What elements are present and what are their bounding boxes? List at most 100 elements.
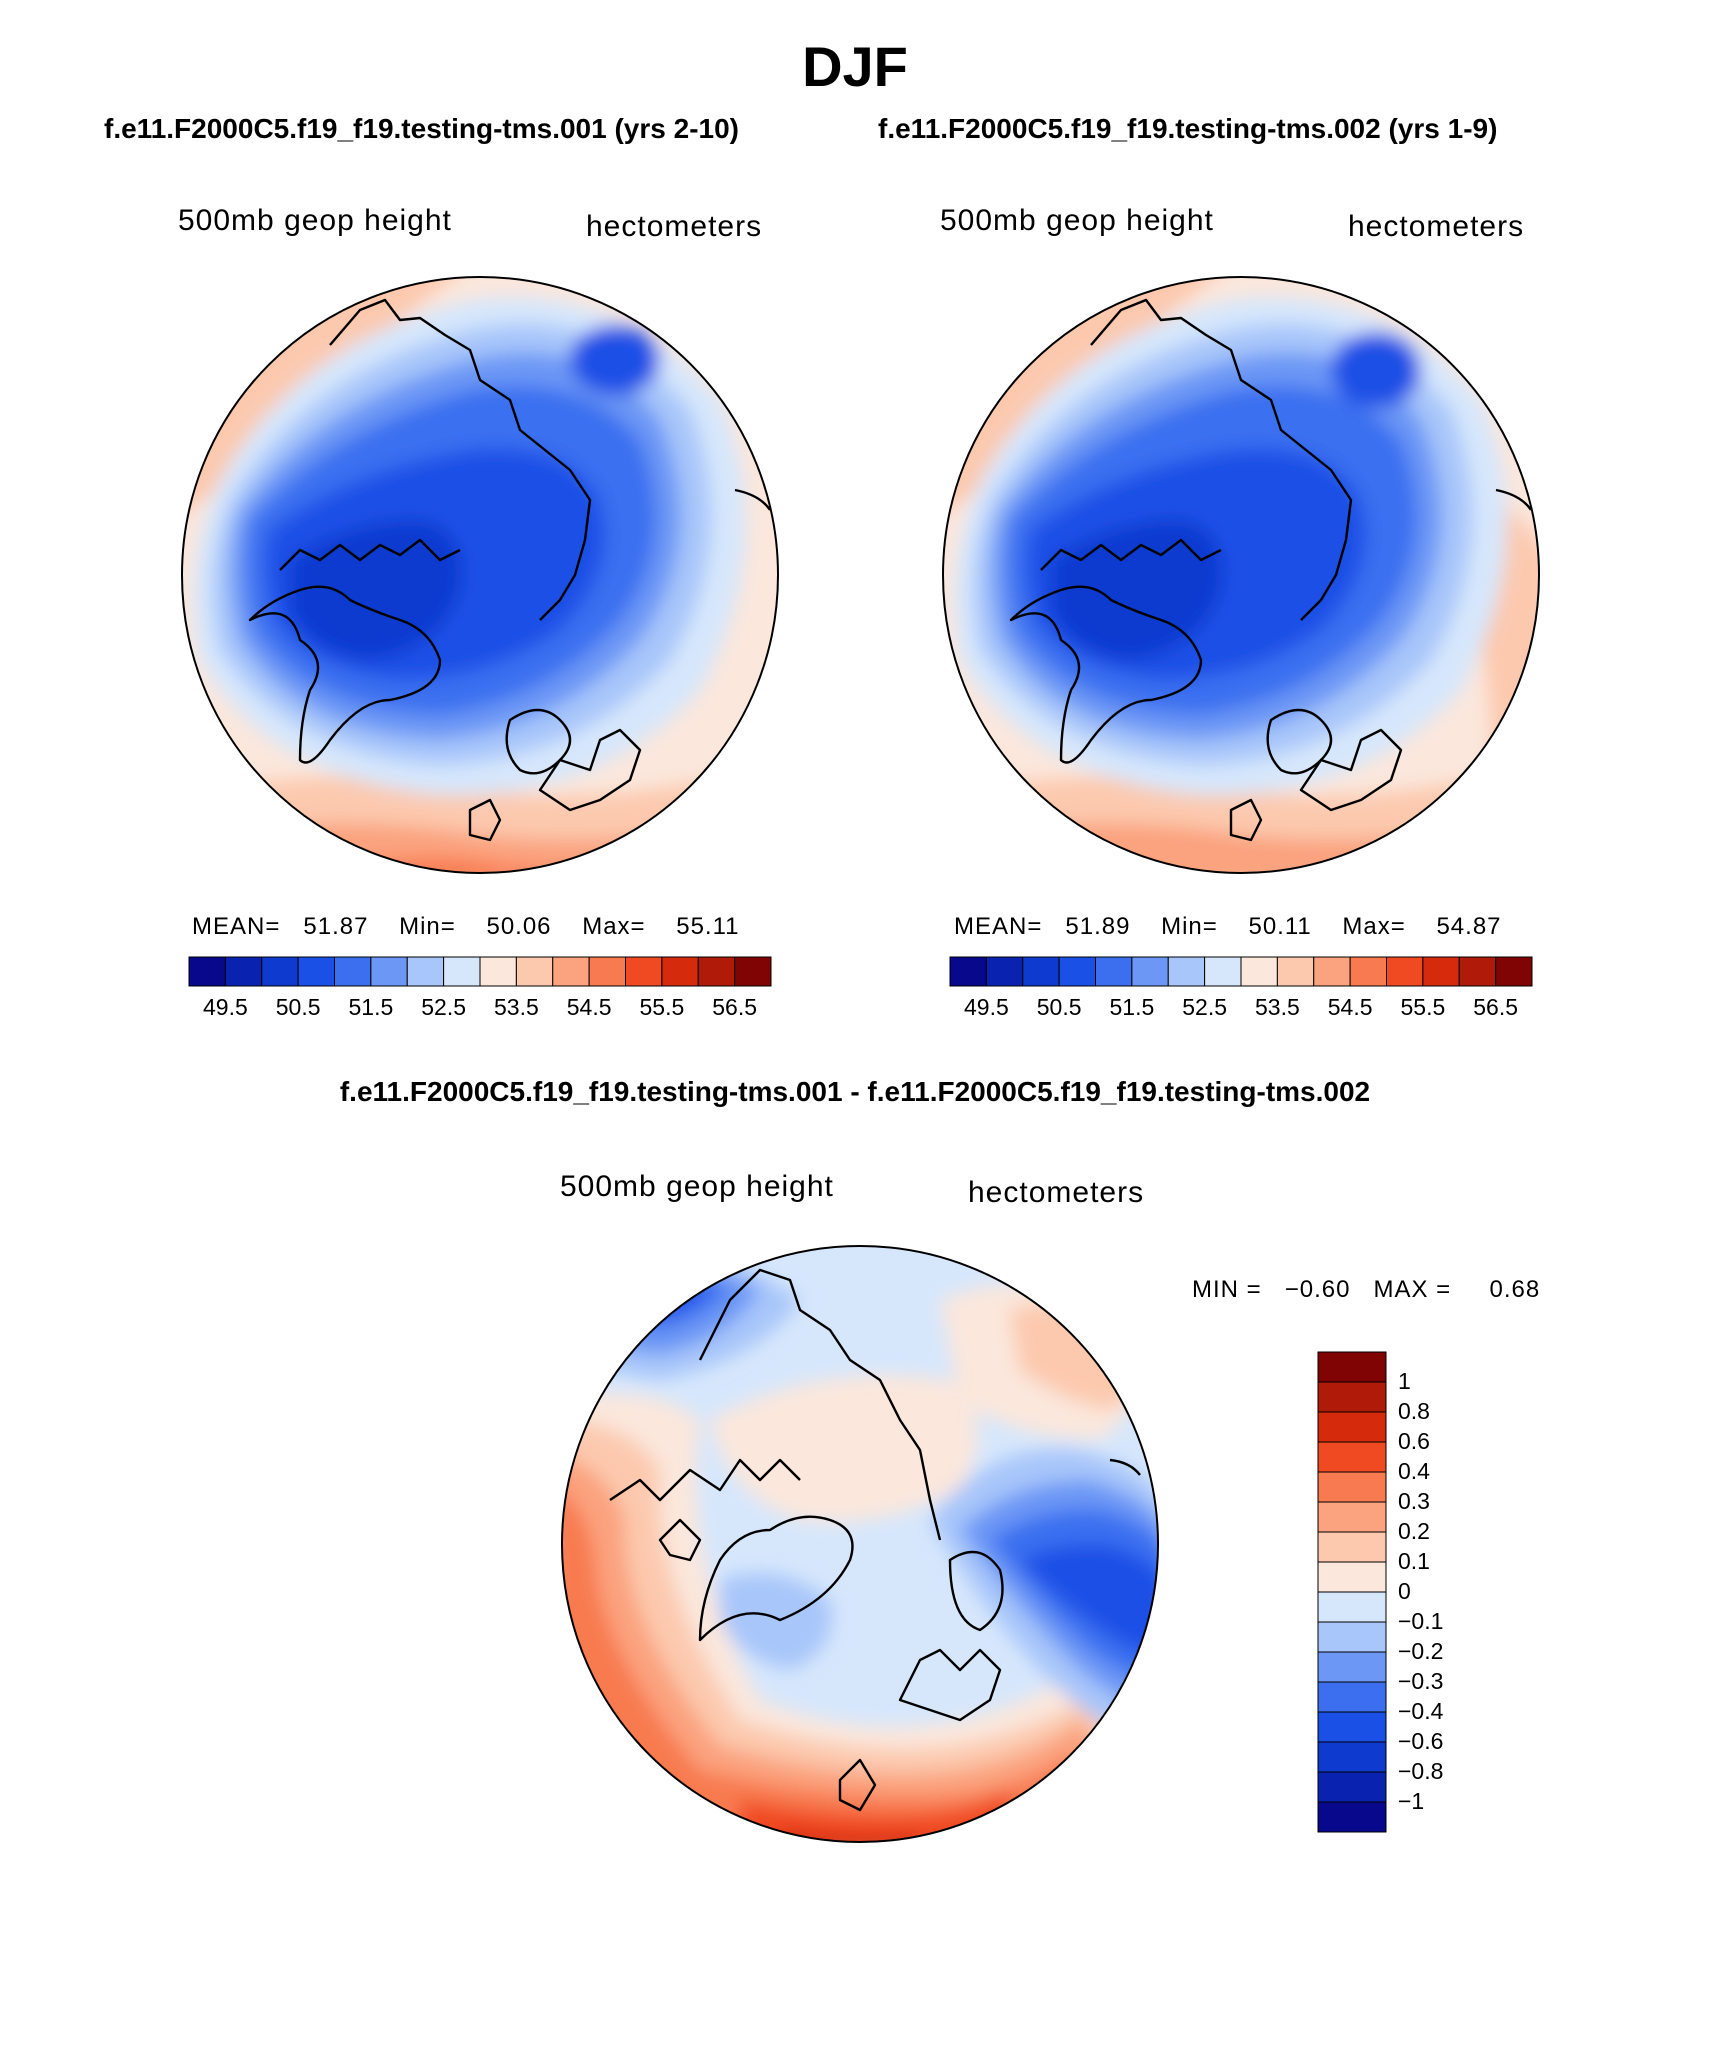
map-panel-2 bbox=[943, 277, 1539, 873]
colorbar-3-swatch bbox=[1317, 1411, 1387, 1443]
colorbar-panel-3 bbox=[1317, 1351, 1387, 1833]
colorbar-2-swatch bbox=[1167, 956, 1206, 987]
panel2-units: hectometers bbox=[1348, 210, 1525, 243]
panel1-min-label: Min= bbox=[399, 913, 456, 940]
colorbar-2-swatch bbox=[1240, 956, 1278, 987]
colorbar-3-swatch bbox=[1317, 1381, 1387, 1413]
difference-title: f.e11.F2000C5.f19_f19.testing-tms.001 - … bbox=[339, 1076, 1371, 1107]
colorbar-3-swatch bbox=[1317, 1471, 1387, 1503]
colorbar-2-tick-label: 53.5 bbox=[1254, 994, 1300, 1020]
colorbar-3-tick-label: −0.1 bbox=[1398, 1608, 1444, 1634]
colorbar-2-swatch bbox=[1458, 956, 1497, 987]
colorbar-1-swatch bbox=[515, 956, 554, 987]
colorbar-2-swatch bbox=[1095, 956, 1133, 987]
map-panel-1 bbox=[182, 277, 778, 873]
map-1-border bbox=[181, 276, 779, 874]
panel1-mean-label: MEAN= bbox=[192, 913, 281, 940]
colorbar-1-swatch bbox=[370, 956, 408, 987]
colorbar-2-swatch bbox=[1276, 956, 1315, 987]
panel3-units: hectometers bbox=[968, 1176, 1145, 1209]
panel2-max-label: Max= bbox=[1342, 913, 1406, 940]
panel1-mean-value: 51.87 bbox=[303, 913, 369, 940]
panel2-mean-value: 51.89 bbox=[1065, 913, 1131, 940]
colorbar-2-swatch bbox=[1131, 956, 1169, 987]
map-3-border bbox=[561, 1245, 1159, 1843]
colorbar-3-swatch bbox=[1317, 1441, 1387, 1473]
colorbar-3-swatch bbox=[1317, 1351, 1387, 1383]
map-panel-3 bbox=[562, 1246, 1158, 1842]
colorbar-1-swatch bbox=[479, 956, 517, 987]
colorbar-2-swatch bbox=[1495, 956, 1533, 987]
panel2-min-value: 50.11 bbox=[1248, 913, 1312, 940]
panel2-mean-label: MEAN= bbox=[954, 913, 1043, 940]
panel3-max-value: 0.68 bbox=[1489, 1276, 1541, 1303]
colorbar-3-tick-label: 0 bbox=[1398, 1578, 1411, 1604]
panel3-max-label: MAX = bbox=[1373, 1276, 1452, 1303]
colorbar-2-tick-label: 49.5 bbox=[963, 994, 1009, 1020]
colorbar-3-swatch bbox=[1317, 1681, 1387, 1713]
colorbar-2-tick-label: 55.5 bbox=[1400, 994, 1446, 1020]
colorbar-1-tick-label: 56.5 bbox=[712, 994, 757, 1020]
panel3-variable: 500mb geop height bbox=[560, 1170, 834, 1203]
colorbar-3-tick-label: −0.3 bbox=[1398, 1668, 1444, 1694]
colorbar-2-swatch bbox=[1204, 956, 1242, 987]
panel2-max-value: 54.87 bbox=[1436, 913, 1502, 940]
colorbar-3-tick-label: 0.1 bbox=[1398, 1548, 1430, 1574]
colorbar-3-tick-label: 0.8 bbox=[1398, 1398, 1430, 1424]
colorbar-1-tick-label: 53.5 bbox=[493, 994, 539, 1020]
colorbar-1-tick-label: 49.5 bbox=[202, 994, 248, 1020]
colorbar-3-swatch bbox=[1317, 1621, 1387, 1653]
colorbar-2-swatch bbox=[949, 956, 987, 987]
colorbar-2-swatch bbox=[1422, 956, 1460, 987]
colorbar-1-swatch bbox=[625, 956, 663, 987]
case2-title: f.e11.F2000C5.f19_f19.testing-tms.002 (y… bbox=[878, 113, 1498, 144]
panel2-min-label: Min= bbox=[1161, 913, 1218, 940]
colorbar-3-tick-label: −0.8 bbox=[1398, 1758, 1444, 1784]
colorbar-1-swatch bbox=[552, 956, 590, 987]
colorbar-3-swatch bbox=[1317, 1651, 1387, 1683]
panel1-min-value: 50.06 bbox=[486, 913, 552, 940]
panel1-max-value: 55.11 bbox=[676, 913, 740, 940]
colorbar-1-tick-label: 55.5 bbox=[639, 994, 685, 1020]
colorbar-1-swatch bbox=[188, 956, 226, 987]
colorbar-3-swatch bbox=[1317, 1531, 1387, 1563]
colorbar-3-tick-label: 1 bbox=[1398, 1368, 1411, 1394]
colorbar-3-swatch bbox=[1317, 1771, 1387, 1803]
colorbar-1-tick-label: 52.5 bbox=[421, 994, 466, 1020]
colorbar-1-tick-label: 54.5 bbox=[566, 994, 612, 1020]
colorbar-3-tick-label: 0.3 bbox=[1398, 1488, 1430, 1514]
panel3-stats: MIN = −0.60 MAX = 0.68 bbox=[1192, 1276, 1540, 1304]
colorbar-3-swatch bbox=[1317, 1741, 1387, 1773]
panel1-units: hectometers bbox=[586, 210, 763, 243]
panel1-variable: 500mb geop height bbox=[178, 204, 452, 237]
colorbar-2-swatch bbox=[1058, 956, 1096, 987]
colorbar-1-tick-label: 51.5 bbox=[348, 994, 394, 1020]
case1-title: f.e11.F2000C5.f19_f19.testing-tms.001 (y… bbox=[104, 113, 739, 144]
colorbar-1-swatch bbox=[697, 956, 736, 987]
colorbar-3-tick-label: 0.6 bbox=[1398, 1428, 1430, 1454]
colorbar-2-tick-label: 56.5 bbox=[1473, 994, 1518, 1020]
colorbar-3-tick-label: −0.2 bbox=[1398, 1638, 1444, 1664]
panel3-min-label: MIN = bbox=[1192, 1276, 1262, 1303]
colorbar-2-tick-label: 52.5 bbox=[1182, 994, 1227, 1020]
colorbar-1-swatch bbox=[297, 956, 335, 987]
colorbar-3-swatch bbox=[1317, 1591, 1387, 1623]
colorbar-2-tick-label: 51.5 bbox=[1109, 994, 1155, 1020]
colorbar-2-swatch bbox=[1313, 956, 1351, 987]
colorbar-1-swatch bbox=[224, 956, 263, 987]
colorbar-3-swatch bbox=[1317, 1561, 1387, 1593]
colorbar-2-tick-label: 50.5 bbox=[1036, 994, 1082, 1020]
map-2-border bbox=[942, 276, 1540, 874]
figure-title: DJF bbox=[802, 35, 908, 98]
colorbar-1-swatch bbox=[661, 956, 699, 987]
panel1-max-label: Max= bbox=[582, 913, 646, 940]
colorbar-3-swatch bbox=[1317, 1711, 1387, 1743]
colorbar-1-swatch bbox=[261, 956, 299, 987]
colorbar-2-swatch bbox=[1386, 956, 1424, 987]
colorbar-3-tick-label: 0.4 bbox=[1398, 1458, 1430, 1484]
colorbar-3-tick-label: 0.2 bbox=[1398, 1518, 1430, 1544]
colorbar-3-tick-label: −0.4 bbox=[1398, 1698, 1444, 1724]
colorbar-2-tick-label: 54.5 bbox=[1327, 994, 1373, 1020]
colorbar-1-tick-label: 50.5 bbox=[275, 994, 321, 1020]
colorbar-3-tick-label: −0.6 bbox=[1398, 1728, 1444, 1754]
